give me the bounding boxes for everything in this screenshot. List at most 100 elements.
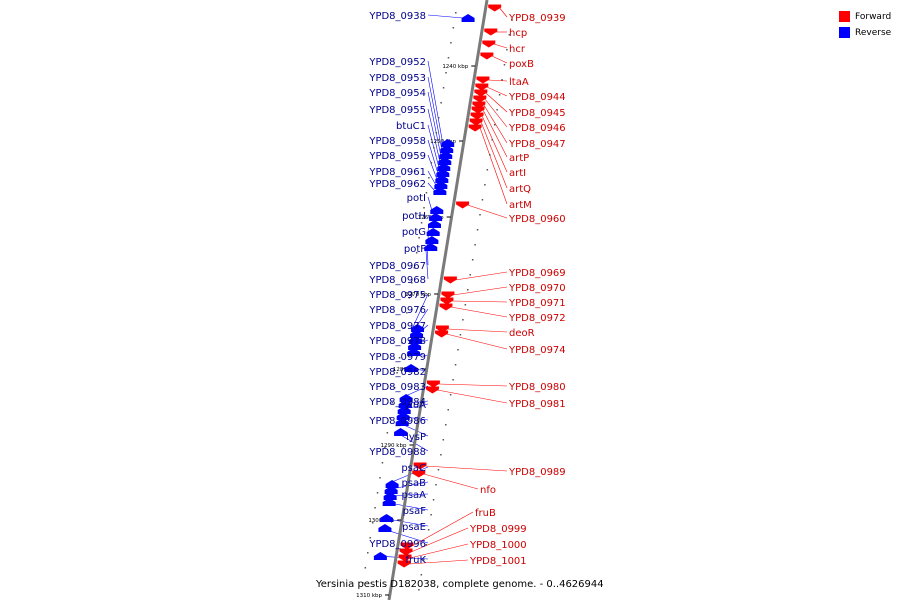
track-dot [430,514,432,516]
leader-line [500,8,507,17]
tick-label: 1240 kbp [442,64,468,70]
forward-gene-label-ypd8-0970: YPD8_0970 [508,283,566,294]
track-dot [496,109,498,111]
track-dot [440,102,442,104]
reverse-gene-label-psae: psaE [402,522,426,533]
forward-gene-label-ypd8-0947: YPD8_0947 [508,139,566,150]
reverse-gene-label-ypd8-0938: YPD8_0938 [368,11,426,22]
forward-gene-label-artm: artM [509,200,532,211]
forward-swatch [839,11,850,22]
leader-line [425,466,507,471]
track-dot [435,484,437,486]
reverse-gene-label-ypd8-0978: YPD8_0978 [368,336,426,347]
gene-arrow [380,514,393,522]
forward-gene-label-hcr: hcr [509,44,526,55]
track-dot [453,27,455,29]
track-dot [462,319,464,321]
reverse-gene-label-ypd8-0983: YPD8_0983 [368,382,426,393]
reverse-gene-label-potg: potG [402,227,426,238]
reverse-gene-label-ypd8-0962: YPD8_0962 [368,179,426,190]
reverse-legend-label: Reverse [855,28,891,38]
reverse-gene-label-ypd8-0958: YPD8_0958 [368,136,426,147]
leader-line [492,56,507,63]
gene-arrow [435,331,448,338]
gene-arrow [456,202,469,209]
leader-line [447,329,507,332]
leader-line [485,99,507,127]
reverse-gene-label-ypd8-0986: YPD8_0986 [368,416,426,427]
forward-gene-label-ypd8-0999: YPD8_0999 [469,524,527,535]
forward-gene-label-ypd8-0980: YPD8_0980 [508,382,566,393]
gene-arrow [470,119,483,126]
forward-gene-label-ypd8-1001: YPD8_1001 [469,556,527,567]
forward-gene-label-arti: artI [509,168,526,179]
reverse-gene-label-btuc1: btuC1 [396,121,426,132]
forward-gene-label-ypd8-0946: YPD8_0946 [508,123,566,134]
forward-gene-label-ypd8-0972: YPD8_0972 [508,313,566,324]
leader-line [480,128,507,204]
legend-reverse: Reverse [839,25,891,40]
reverse-gene-label-ypd8-0954: YPD8_0954 [368,88,426,99]
forward-gene-label-frub: fruB [475,508,496,519]
track-dot [482,199,484,201]
track-dot [431,162,433,164]
reverse-gene-label-ypd8-0996: YPD8_0996 [368,539,426,550]
leader-line [455,272,507,280]
gene-arrow [476,77,489,84]
track-dot [447,409,449,411]
legend: Forward Reverse [839,9,891,41]
track-dot [504,64,506,66]
gene-arrow [471,113,484,120]
gene-arrow [441,292,454,299]
track-dot [443,439,445,441]
forward-gene-label-ypd8-0989: YPD8_0989 [508,467,566,478]
track-dot [460,334,462,336]
track-dot [445,72,447,74]
forward-gene-label-ypd8-1000: YPD8_1000 [469,540,527,551]
reverse-gene-label-yiua: yiuA [404,400,426,411]
gene-arrow [474,90,487,97]
track-dot [433,147,435,149]
track-dot [489,154,491,156]
track-dot [421,222,423,224]
tick-label: 1310 kbp [356,593,382,599]
genome-caption: Yersinia pestis D182038, complete genome… [316,579,604,590]
forward-gene-label-ypd8-0944: YPD8_0944 [508,92,566,103]
gene-arrow [428,220,441,228]
gene-arrow [427,381,440,388]
reverse-gene-label-lysp: lysP [406,432,426,443]
leader-line [451,307,507,317]
track-dot [499,94,501,96]
track-dot [372,522,374,524]
track-dot [450,394,452,396]
gene-arrow [472,107,485,114]
gene-arrow [426,387,439,394]
leader-line [487,87,507,96]
leader-line [488,80,507,81]
track-dot [455,12,457,14]
forward-gene-label-ypd8-0969: YPD8_0969 [508,268,566,279]
gene-arrow [444,277,457,284]
track-dot [387,432,389,434]
leader-line [468,205,507,218]
track-dot [472,259,474,261]
reverse-gene-label-ypd8-0967: YPD8_0967 [368,261,426,272]
gene-arrow [424,243,437,251]
reverse-gene-label-psab: psaB [401,478,426,489]
legend-forward: Forward [839,9,891,24]
forward-gene-label-ypd8-0971: YPD8_0971 [508,298,566,309]
reverse-gene-label-ypd8-0961: YPD8_0961 [368,167,426,178]
forward-legend-label: Forward [855,12,891,22]
forward-gene-label-nfo: nfo [480,485,496,496]
leader-line [438,384,507,386]
reverse-gene-label-poth: potH [402,211,426,222]
gene-arrow [480,53,493,60]
track-dot [474,244,476,246]
track-dot [477,229,479,231]
forward-gene-label-ypd8-0974: YPD8_0974 [508,345,566,356]
track-dot [377,492,379,494]
reverse-gene-label-ypd8-0968: YPD8_0968 [368,275,426,286]
forward-gene-label-artq: artQ [509,184,531,195]
reverse-gene-label-ypd8-0976: YPD8_0976 [368,305,426,316]
